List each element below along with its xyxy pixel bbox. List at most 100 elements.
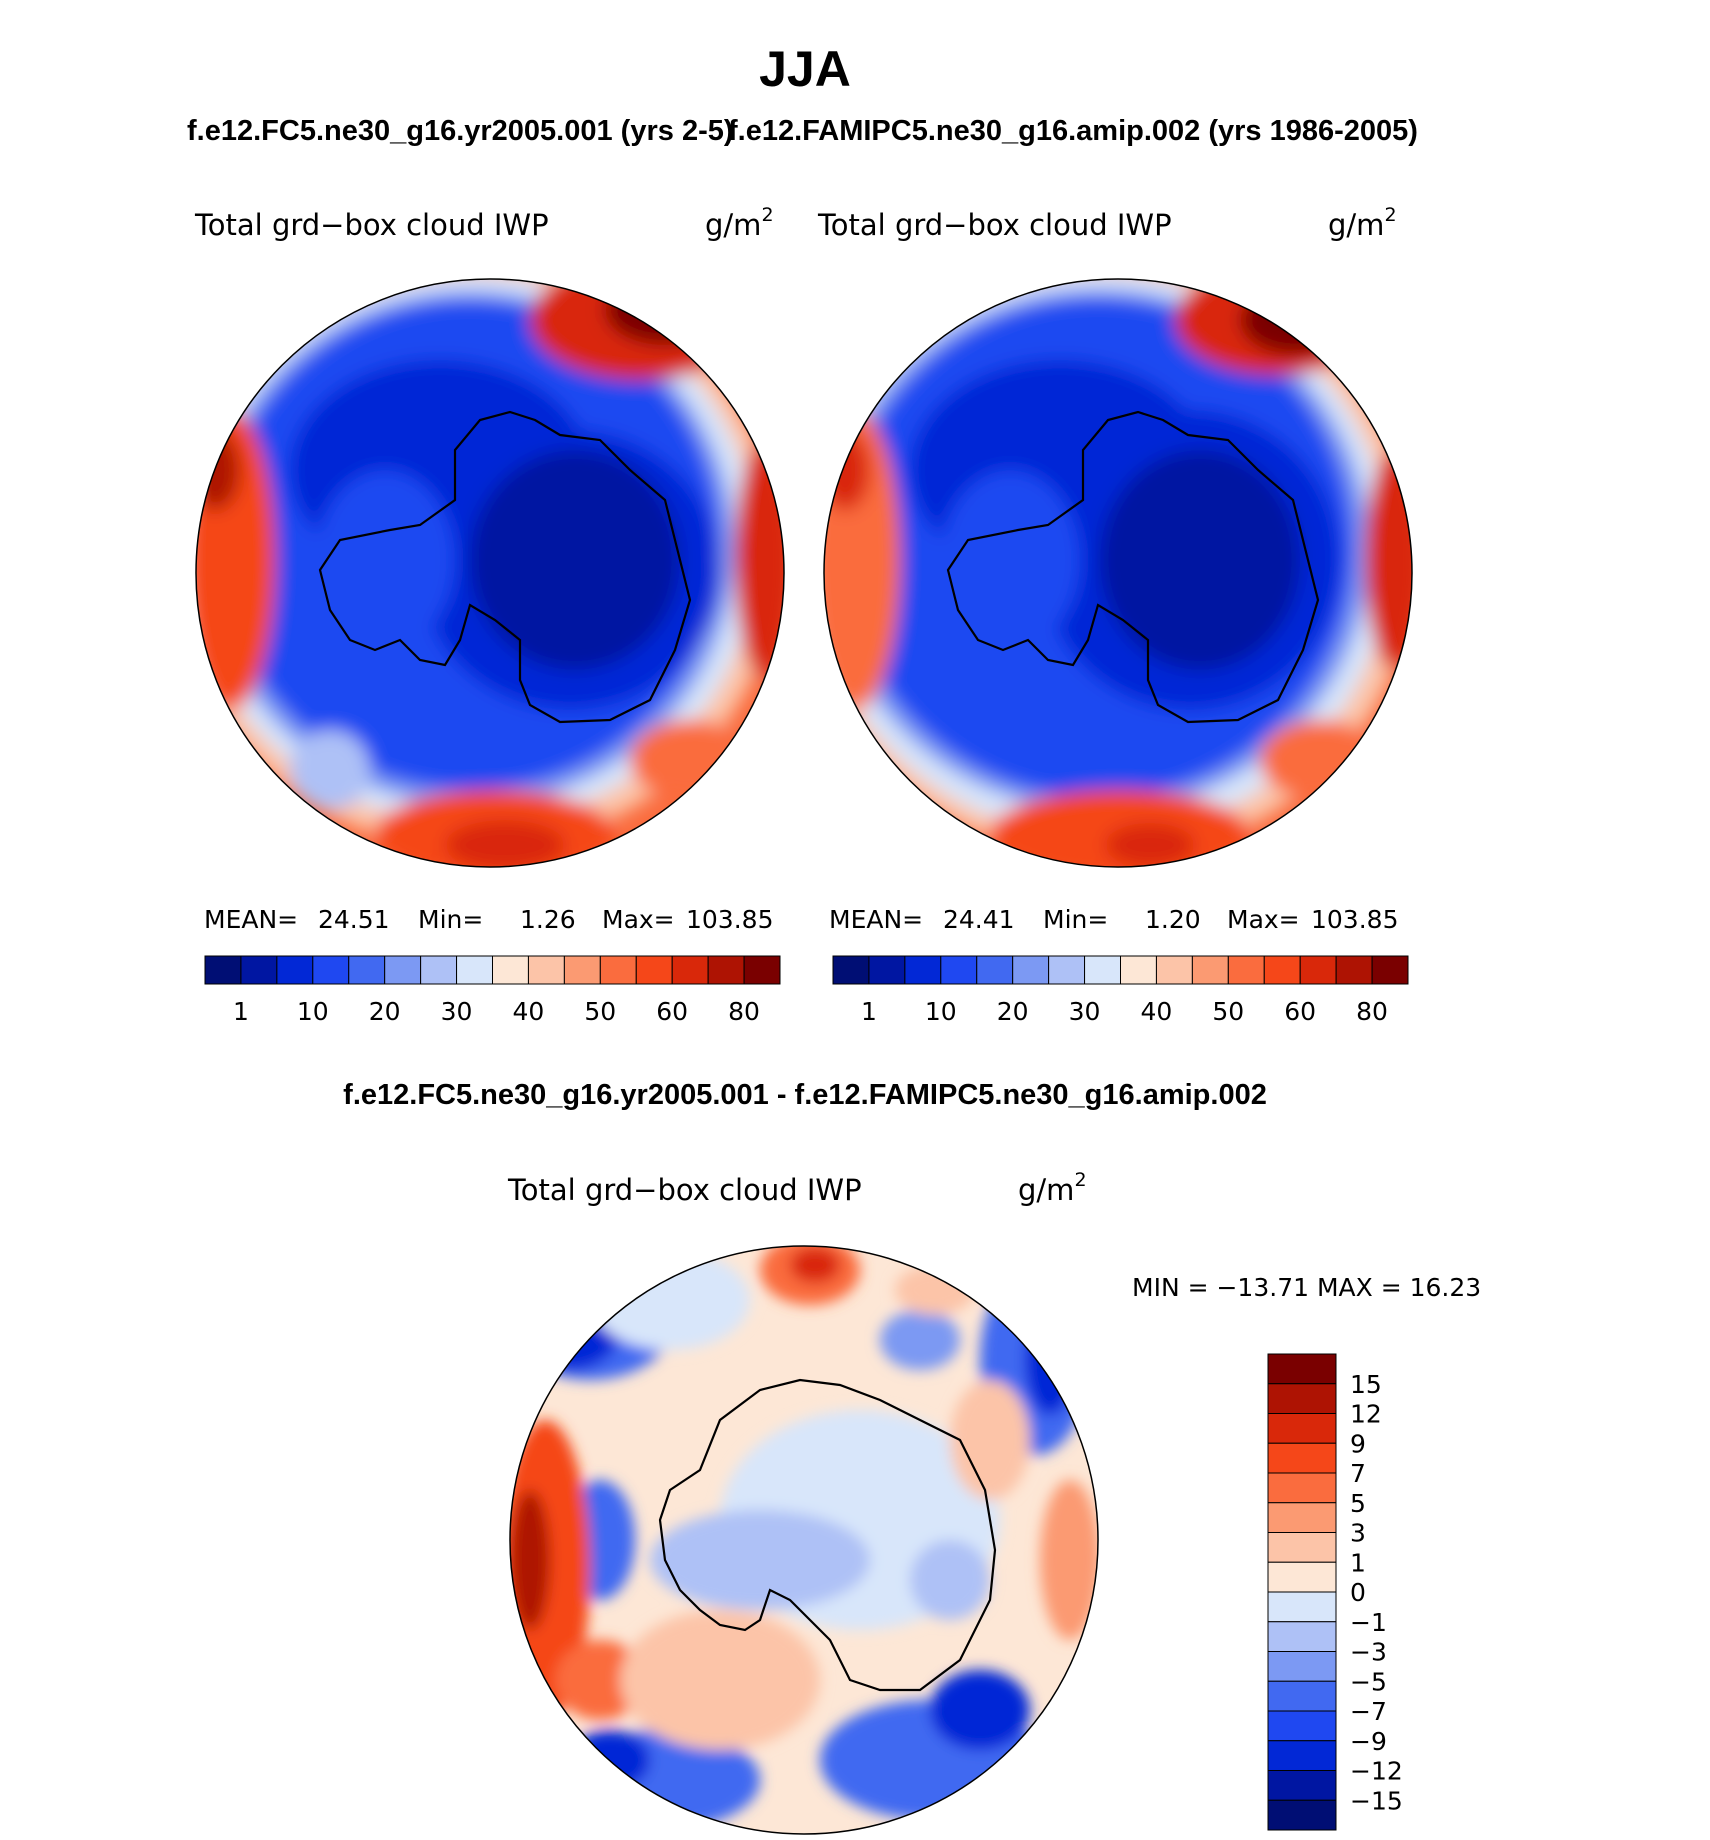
panel1-min-label: Min= bbox=[418, 905, 483, 934]
diff-colorbar-swatch bbox=[1267, 1353, 1337, 1385]
panel1-colorbar-swatch bbox=[707, 955, 745, 985]
panel2-colorbar-tick-label: 20 bbox=[997, 997, 1029, 1026]
panel2-colorbar-swatch bbox=[904, 955, 942, 985]
panel-difference: f.e12.FC5.ne30_g16.yr2005.001 - f.e12.FA… bbox=[343, 1079, 1481, 1835]
panel1-max-value: 103.85 bbox=[686, 905, 773, 934]
diff-colorbar-swatch bbox=[1267, 1413, 1337, 1444]
panel2-colorbar-swatch bbox=[1191, 955, 1229, 985]
diff-variable-label: Total grd−box cloud IWP bbox=[507, 1173, 862, 1207]
diff-coastline bbox=[658, 1378, 997, 1692]
panel1-colorbar-tick-label: 10 bbox=[297, 997, 329, 1026]
diff-minmax: MIN = −13.71 MAX = 16.23 bbox=[1132, 1273, 1481, 1302]
diff-colorbar-tick-label: −12 bbox=[1350, 1757, 1403, 1786]
diff-colorbar-swatch bbox=[1267, 1383, 1337, 1414]
panel1-colorbar-tick-label: 50 bbox=[584, 997, 616, 1026]
diff-colorbar-tick-label: 5 bbox=[1350, 1489, 1366, 1518]
panel2-units-label: g/m2 bbox=[1328, 204, 1397, 242]
panel1-colorbar-swatch bbox=[635, 955, 673, 985]
panel1-colorbar-tick-label: 40 bbox=[513, 997, 545, 1026]
panel1-colorbar-swatch bbox=[204, 955, 242, 985]
diff-colorbar-swatch bbox=[1267, 1799, 1337, 1831]
panel1-colorbar-swatch bbox=[384, 955, 422, 985]
diff-colorbar-swatch bbox=[1267, 1472, 1337, 1504]
diff-colorbar-swatch bbox=[1267, 1532, 1337, 1563]
case1-title: f.e12.FC5.ne30_g16.yr2005.001 (yrs 2-5) bbox=[187, 115, 734, 147]
panel2-colorbar-tick-label: 60 bbox=[1284, 997, 1316, 1026]
panel1-stats: MEAN= 24.51 Min= 1.26 Max= 103.85 bbox=[204, 905, 773, 934]
panel2-colorbar-swatch bbox=[976, 955, 1014, 985]
diff-colorbar-tick-label: −3 bbox=[1350, 1638, 1387, 1667]
panel1-colorbar-swatch bbox=[240, 955, 278, 985]
diff-colorbar-tick-label: −7 bbox=[1350, 1697, 1387, 1726]
panel2-min-value: 1.20 bbox=[1145, 905, 1201, 934]
panel1-colorbar-tick-label: 1 bbox=[233, 997, 249, 1026]
diff-colorbar-tick-label: 9 bbox=[1350, 1429, 1366, 1458]
diff-units-label: g/m2 bbox=[1018, 1169, 1087, 1207]
panel2-colorbar-tick-label: 40 bbox=[1141, 997, 1173, 1026]
panel2-colorbar-swatch bbox=[1227, 955, 1265, 985]
diff-map-field bbox=[510, 1246, 1098, 1834]
diff-colorbar-tick-label: 1 bbox=[1350, 1548, 1366, 1577]
panel2-colorbar-swatch bbox=[1263, 955, 1301, 985]
diff-colorbar-swatch bbox=[1267, 1561, 1337, 1593]
panel1-colorbar-tick-label: 30 bbox=[441, 997, 473, 1026]
panel-1: Total grd−box cloud IWP g/m2 bbox=[194, 204, 785, 1026]
panel2-colorbar-tick-label: 30 bbox=[1069, 997, 1101, 1026]
panel1-colorbar-swatch bbox=[671, 955, 709, 985]
diff-colorbar-tick-label: 7 bbox=[1350, 1459, 1366, 1488]
panel2-colorbar-swatch bbox=[1084, 955, 1121, 985]
diff-colorbar-swatch bbox=[1267, 1770, 1337, 1801]
panel2-colorbar-swatch bbox=[1048, 955, 1086, 985]
panel2-colorbar: 1 10 20 30 40 50 60 80 bbox=[832, 955, 1409, 1026]
panel1-units-label: g/m2 bbox=[705, 204, 774, 242]
diff-colorbar-tick-label: −1 bbox=[1350, 1608, 1387, 1637]
panel1-colorbar-swatch bbox=[563, 955, 601, 985]
diff-colorbar-tick-label: 3 bbox=[1350, 1519, 1366, 1548]
diff-colorbar-swatch bbox=[1267, 1740, 1337, 1771]
panel2-colorbar-swatch bbox=[868, 955, 906, 985]
panel2-colorbar-tick-label: 1 bbox=[861, 997, 877, 1026]
panel1-map-border bbox=[195, 278, 785, 868]
panel1-colorbar-swatch bbox=[492, 955, 529, 985]
panel2-colorbar-swatch bbox=[1155, 955, 1193, 985]
panel1-min-value: 1.26 bbox=[520, 905, 576, 934]
case2-title: f.e12.FAMIPC5.ne30_g16.amip.002 (yrs 198… bbox=[728, 115, 1418, 147]
panel2-colorbar-tick-label: 80 bbox=[1356, 997, 1388, 1026]
panel2-max-value: 103.85 bbox=[1311, 905, 1398, 934]
panel2-colorbar-tick-label: 50 bbox=[1212, 997, 1244, 1026]
panel2-stats: MEAN= 24.41 Min= 1.20 Max= 103.85 bbox=[829, 905, 1398, 934]
diff-colorbar-tick-label: 12 bbox=[1350, 1400, 1382, 1429]
panel1-colorbar-swatch bbox=[599, 955, 637, 985]
diff-colorbar-swatch bbox=[1267, 1442, 1337, 1474]
panel1-colorbar-swatch bbox=[456, 955, 493, 985]
panel2-min-label: Min= bbox=[1043, 905, 1108, 934]
panel1-max-label: Max= bbox=[602, 905, 675, 934]
panel2-map-border bbox=[823, 278, 1413, 868]
panel1-colorbar-swatch bbox=[743, 955, 781, 985]
panel2-variable-label: Total grd−box cloud IWP bbox=[817, 208, 1172, 242]
panel1-colorbar-tick-label: 20 bbox=[369, 997, 401, 1026]
panel1-colorbar-swatch bbox=[527, 955, 565, 985]
panel1-colorbar-swatch bbox=[276, 955, 314, 985]
diff-colorbar-swatch bbox=[1267, 1680, 1337, 1712]
diff-colorbar-swatch bbox=[1267, 1591, 1337, 1623]
panel2-map-field bbox=[824, 279, 1412, 867]
panel2-colorbar-tick-label: 10 bbox=[925, 997, 957, 1026]
panel1-mean-label: MEAN= bbox=[204, 905, 298, 934]
panel1-colorbar-swatch bbox=[348, 955, 386, 985]
panel2-colorbar-swatch bbox=[1299, 955, 1337, 985]
diff-title: f.e12.FC5.ne30_g16.yr2005.001 - f.e12.FA… bbox=[343, 1079, 1267, 1111]
diff-colorbar-tick-label: −15 bbox=[1350, 1786, 1403, 1815]
panel2-colorbar-swatch bbox=[1335, 955, 1373, 985]
panel1-coastline bbox=[318, 410, 692, 724]
panel2-colorbar-swatch bbox=[940, 955, 978, 985]
panel2-colorbar-swatch bbox=[1120, 955, 1157, 985]
panel1-colorbar-tick-label: 80 bbox=[728, 997, 760, 1026]
diff-colorbar-tick-label: −9 bbox=[1350, 1727, 1387, 1756]
diff-colorbar-swatch bbox=[1267, 1621, 1337, 1652]
panel1-colorbar-tick-label: 60 bbox=[656, 997, 688, 1026]
diff-colorbar-tick-label: 0 bbox=[1350, 1578, 1366, 1607]
